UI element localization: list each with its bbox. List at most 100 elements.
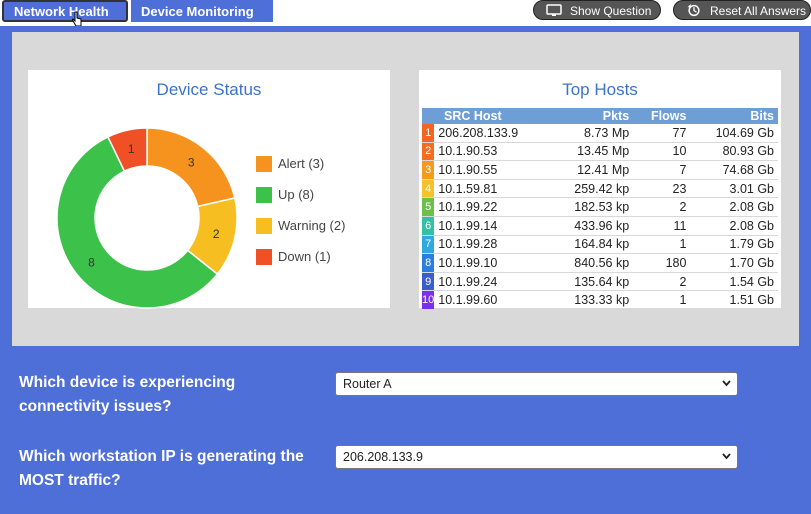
pkts-cell: 182.53 kp [550, 197, 634, 217]
flows-cell: 2 [633, 272, 691, 292]
host-cell: 206.208.133.9 [434, 124, 551, 143]
top-hosts-title: Top Hosts [562, 80, 638, 99]
bits-cell: 1.70 Gb [690, 253, 778, 273]
tab-device-monitoring[interactable]: Device Monitoring [131, 0, 273, 22]
legend-swatch-alert [256, 156, 272, 172]
bits-cell: 1.79 Gb [690, 235, 778, 255]
donut-label-warning: 2 [213, 227, 220, 241]
legend-swatch-up [256, 187, 272, 203]
tab-bar: Network Health Device Monitoring Show Qu… [0, 0, 811, 27]
flows-cell: 11 [633, 216, 691, 236]
reset-icon [687, 4, 700, 17]
legend-swatch-down [256, 249, 272, 265]
table-row: 3 10.1.90.55 12.41 Mp 7 74.68 Gb [422, 160, 778, 180]
bits-cell: 3.01 Gb [690, 179, 778, 199]
table-row: 1 206.208.133.9 8.73 Mp 77 104.69 Gb [422, 124, 778, 143]
top-hosts-table: SRC Host Pkts Flows Bits 1 206.208.133.9 8… [422, 108, 778, 310]
legend-label-warning: Warning (2) [278, 218, 346, 233]
bits-cell: 2.08 Gb [690, 197, 778, 217]
connectivity-device-select[interactable]: Router A [335, 372, 738, 396]
legend-swatch-warning [256, 218, 272, 234]
traffic-ip-selected: 206.208.133.9 [343, 450, 423, 464]
pkts-cell: 433.96 kp [550, 216, 634, 236]
bits-cell: 74.68 Gb [690, 160, 778, 180]
host-cell: 10.1.99.24 [434, 272, 551, 292]
device-status-donut: 3 2 8 1 [56, 127, 238, 309]
reset-all-answers-label: Reset All Answers [710, 4, 807, 18]
legend-label-alert: Alert (3) [278, 156, 325, 171]
table-row: 8 10.1.99.10 840.56 kp 180 1.70 Gb [422, 253, 778, 273]
pkts-cell: 164.84 kp [550, 235, 634, 255]
bits-cell: 1.54 Gb [690, 272, 778, 292]
device-status-card: Device Status 3 2 8 1 Alert (3) Up (8) Warn… [28, 70, 390, 309]
rank-badge: 3 [422, 160, 435, 180]
bits-cell: 104.69 Gb [690, 124, 778, 143]
device-status-title: Device Status [156, 80, 262, 99]
donut-slice-down [106, 127, 148, 173]
rank-badge: 1 [422, 124, 435, 143]
flows-cell: 1 [633, 290, 691, 310]
monitor-icon [546, 4, 562, 16]
donut-label-down: 1 [128, 142, 135, 156]
column-header-bits: Bits [690, 108, 778, 124]
pkts-cell: 135.64 kp [550, 272, 634, 292]
table-row: 2 10.1.90.53 13.45 Mp 10 80.93 Gb [422, 142, 778, 162]
tab-network-health[interactable]: Network Health [2, 0, 128, 22]
bits-cell: 2.08 Gb [690, 216, 778, 236]
column-header-flows: Flows [633, 108, 691, 124]
rank-badge: 6 [422, 216, 435, 236]
pkts-cell: 8.73 Mp [550, 124, 634, 143]
pkts-cell: 133.33 kp [550, 290, 634, 310]
host-cell: 10.1.99.60 [434, 290, 551, 310]
traffic-ip-select[interactable]: 206.208.133.9 [335, 445, 738, 469]
donut-label-up: 8 [88, 255, 95, 269]
connectivity-device-selected: Router A [343, 377, 392, 391]
rank-badge: 10 [422, 290, 435, 310]
mouse-cursor-icon [72, 11, 82, 27]
donut-label-alert: 3 [188, 155, 195, 169]
column-header-pkts: Pkts [550, 108, 634, 124]
show-question-button[interactable]: Show Question [533, 0, 661, 20]
rank-badge: 2 [422, 142, 435, 162]
pkts-cell: 12.41 Mp [550, 160, 634, 180]
flows-cell: 7 [633, 160, 691, 180]
pkts-cell: 840.56 kp [550, 253, 634, 273]
legend-label-up: Up (8) [278, 187, 315, 202]
table-row: 7 10.1.99.28 164.84 kp 1 1.79 Gb [422, 235, 778, 255]
flows-cell: 180 [633, 253, 691, 273]
flows-cell: 10 [633, 142, 691, 162]
flows-cell: 1 [633, 235, 691, 255]
legend-label-down: Down (1) [278, 249, 331, 264]
top-hosts-card: Top Hosts SRC Host Pkts Flows Bits 1 206.… [419, 70, 781, 310]
question-connectivity: Which device is experiencing connectivit… [19, 374, 236, 415]
rank-badge: 5 [422, 197, 435, 217]
rank-badge: 7 [422, 235, 435, 255]
rank-badge: 9 [422, 272, 435, 292]
question-traffic: Which workstation IP is generating the M… [19, 448, 304, 489]
reset-all-answers-button[interactable]: Reset All Answers [673, 0, 811, 20]
host-cell: 10.1.99.10 [434, 253, 551, 273]
flows-cell: 23 [633, 179, 691, 199]
rank-badge: 4 [422, 179, 435, 199]
flows-cell: 77 [633, 124, 691, 143]
bits-cell: 80.93 Gb [690, 142, 778, 162]
host-cell: 10.1.90.55 [434, 160, 551, 180]
table-row: 9 10.1.99.24 135.64 kp 2 1.54 Gb [422, 272, 778, 292]
donut-slice-up [56, 135, 219, 309]
host-cell: 10.1.99.28 [434, 235, 551, 255]
pkts-cell: 13.45 Mp [550, 142, 634, 162]
chevron-down-icon [722, 380, 731, 387]
column-header-src-host: SRC Host [422, 108, 551, 124]
show-question-label: Show Question [570, 4, 652, 18]
bits-cell: 1.51 Gb [690, 290, 778, 310]
host-cell: 10.1.99.14 [434, 216, 551, 236]
pkts-cell: 259.42 kp [550, 179, 634, 199]
table-header-row: SRC Host Pkts Flows Bits [422, 108, 778, 124]
table-row: 6 10.1.99.14 433.96 kp 11 2.08 Gb [422, 216, 778, 236]
host-cell: 10.1.90.53 [434, 142, 551, 162]
host-cell: 10.1.59.81 [434, 179, 551, 199]
table-row: 4 10.1.59.81 259.42 kp 23 3.01 Gb [422, 179, 778, 199]
rank-badge: 8 [422, 253, 435, 273]
flows-cell: 2 [633, 197, 691, 217]
chevron-down-icon [722, 453, 731, 460]
